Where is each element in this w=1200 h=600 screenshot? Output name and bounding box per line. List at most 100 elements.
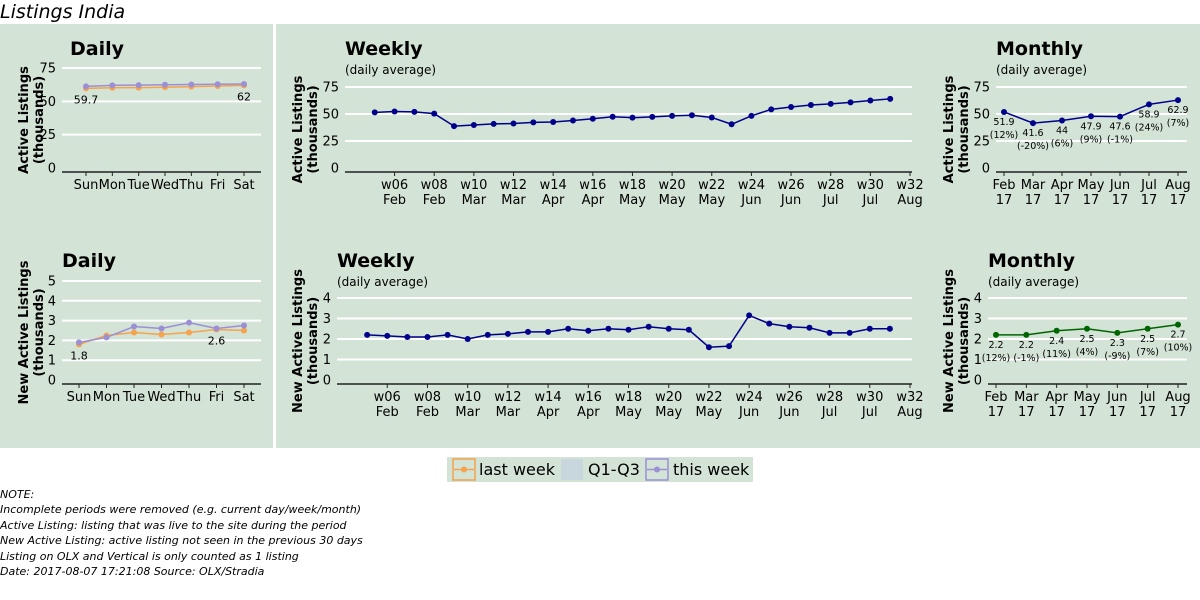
data-point bbox=[786, 323, 793, 330]
x-tick-label: May bbox=[655, 405, 682, 420]
x-tick-label: May bbox=[1074, 390, 1101, 405]
x-tick-label: Jul bbox=[822, 193, 839, 208]
data-label: 1.8 bbox=[70, 349, 88, 362]
data-point bbox=[103, 334, 110, 341]
y-tick-label: 4 bbox=[48, 294, 56, 309]
y-tick-label: 75 bbox=[39, 62, 56, 77]
data-point bbox=[886, 325, 893, 332]
legend-item: last week bbox=[452, 458, 556, 481]
x-tick-label: 17 bbox=[1170, 405, 1187, 420]
data-point bbox=[484, 331, 491, 338]
data-point bbox=[746, 312, 753, 319]
x-tick-label: Apr bbox=[1051, 178, 1074, 193]
data-label: 2.2 bbox=[1019, 340, 1034, 351]
y-axis-label: Active Listings(thousands) bbox=[291, 75, 321, 183]
y-axis-label-line: (thousands) bbox=[306, 297, 321, 385]
data-point bbox=[188, 81, 195, 88]
y-axis-label: New Active Listings(thousands) bbox=[942, 269, 972, 413]
x-tick-label: Mon bbox=[99, 178, 126, 193]
data-point bbox=[649, 113, 656, 120]
y-tick-label: 75 bbox=[322, 81, 339, 96]
x-tick-label: w06 bbox=[374, 390, 401, 405]
x-tick-label: w32 bbox=[896, 390, 923, 405]
legend-label: last week bbox=[479, 460, 556, 479]
y-axis-label-line: Active Listings bbox=[17, 66, 32, 174]
data-label: 2.3 bbox=[1110, 338, 1125, 349]
legend-swatch bbox=[452, 458, 476, 481]
y-axis-label: New Active Listings(thousands) bbox=[17, 260, 47, 404]
y-tick-label: 1 bbox=[323, 353, 331, 368]
data-point bbox=[364, 331, 371, 338]
x-tick-label: 17 bbox=[1141, 193, 1158, 208]
legend-label: this week bbox=[673, 460, 750, 479]
data-point bbox=[708, 114, 715, 121]
notes-line: Incomplete periods were removed (e.g. cu… bbox=[0, 503, 362, 517]
data-point bbox=[109, 82, 116, 89]
data-point bbox=[688, 112, 695, 119]
y-tick-label: 0 bbox=[323, 374, 331, 389]
legend-items: last week Q1-Q3 this week bbox=[452, 458, 750, 481]
data-point bbox=[609, 113, 616, 120]
chart-title: Weekly bbox=[337, 250, 415, 272]
y-tick-label: 25 bbox=[322, 135, 339, 150]
data-label: 2.4 bbox=[1049, 336, 1064, 347]
y-tick-label: 3 bbox=[974, 312, 982, 327]
data-label: 62.9 bbox=[1167, 105, 1188, 116]
x-tick-label: Sun bbox=[74, 178, 99, 193]
x-tick-label: Feb bbox=[383, 193, 406, 208]
notes-title: NOTE: bbox=[0, 488, 35, 501]
x-tick-label: Jul bbox=[821, 405, 838, 420]
x-tick-label: w30 bbox=[857, 178, 884, 193]
x-tick-label: Mon bbox=[93, 390, 120, 405]
data-point bbox=[530, 119, 537, 126]
x-tick-label: 17 bbox=[1018, 405, 1035, 420]
chart-title: Weekly bbox=[345, 38, 423, 60]
data-point bbox=[569, 117, 576, 124]
x-tick-label: w08 bbox=[414, 390, 441, 405]
y-axis-label-line: New Active Listings bbox=[291, 269, 306, 413]
x-tick-label: w22 bbox=[695, 390, 722, 405]
x-tick-label: w12 bbox=[500, 178, 527, 193]
data-label-change: (6%) bbox=[1051, 138, 1073, 149]
x-tick-label: 17 bbox=[1109, 405, 1126, 420]
y-tick-label: 0 bbox=[974, 374, 982, 389]
x-tick-label: Jun bbox=[780, 193, 801, 208]
data-point bbox=[1053, 327, 1060, 334]
data-point bbox=[451, 123, 458, 130]
data-label: 2.2 bbox=[988, 340, 1003, 351]
x-tick-label: Feb bbox=[992, 178, 1015, 193]
data-point bbox=[1117, 113, 1123, 120]
x-tick-label: 17 bbox=[988, 405, 1005, 420]
data-label-change: (24%) bbox=[1135, 122, 1164, 133]
data-label-change: (-20%) bbox=[1017, 141, 1049, 152]
x-tick-label: Feb bbox=[423, 193, 446, 208]
data-point bbox=[444, 331, 451, 338]
data-point bbox=[1088, 113, 1094, 120]
data-point bbox=[807, 102, 814, 109]
x-tick-label: w20 bbox=[655, 390, 682, 405]
notes-line: New Active Listing: active listing not s… bbox=[0, 534, 363, 548]
data-label-change: (-9%) bbox=[1104, 351, 1130, 362]
data-point bbox=[241, 327, 247, 334]
x-tick-label: Aug bbox=[1165, 178, 1190, 193]
x-tick-label: Jun bbox=[778, 405, 799, 420]
x-tick-label: Jun bbox=[1106, 390, 1127, 405]
x-tick-label: w06 bbox=[381, 178, 408, 193]
y-tick-label: 0 bbox=[331, 162, 339, 177]
x-tick-label: w26 bbox=[777, 178, 804, 193]
x-tick-label: 17 bbox=[1083, 193, 1100, 208]
x-tick-label: w10 bbox=[454, 390, 481, 405]
data-point bbox=[464, 336, 471, 342]
y-axis-label-line: New Active Listings bbox=[17, 260, 32, 404]
data-label: 2.5 bbox=[1140, 334, 1155, 345]
x-tick-label: w14 bbox=[535, 390, 562, 405]
x-tick-label: Apr bbox=[1045, 390, 1068, 405]
data-point bbox=[1084, 325, 1090, 332]
chart-title: Daily bbox=[62, 250, 117, 272]
x-tick-label: May bbox=[695, 405, 722, 420]
legend-marker bbox=[461, 466, 467, 473]
data-point bbox=[241, 322, 247, 329]
chart-subtitle: (daily average) bbox=[988, 275, 1079, 289]
